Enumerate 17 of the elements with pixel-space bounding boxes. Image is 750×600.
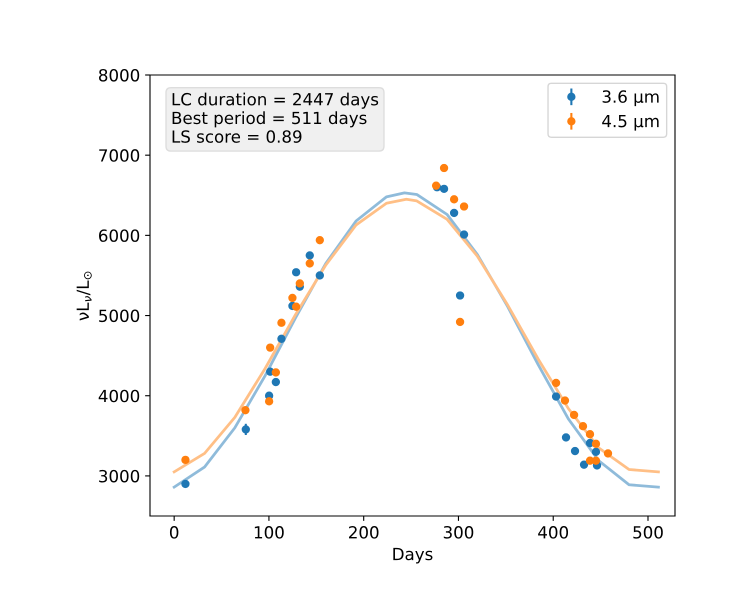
y-tick-label: 3000: [99, 470, 140, 482]
y-tick-label: 7000: [99, 149, 140, 162]
legend-label: 3.6 μm: [602, 90, 659, 106]
x-tick-label: 500: [633, 526, 663, 539]
y-axis-title: νL$_{ν}$/L$_{⊙}$: [76, 272, 92, 320]
y-tick-label: 8000: [98, 68, 140, 82]
y-tick-label: 6000: [99, 229, 140, 242]
x-tick-label: 100: [254, 526, 284, 539]
x-axis-title: Days: [393, 548, 432, 564]
x-tick-label: 200: [349, 526, 378, 539]
annotation: LC duration = 2447 days Best period = 511 days LS score = 0.89: [172, 92, 378, 143]
x-tick-label: 400: [538, 526, 568, 539]
y-tick-label: 5000: [99, 310, 140, 322]
x-tick-label: 300: [444, 526, 474, 539]
x-tick-label: 0: [170, 526, 178, 539]
legend-label: 4.5 μm: [602, 114, 659, 131]
y-tick-label: 4000: [98, 390, 140, 402]
